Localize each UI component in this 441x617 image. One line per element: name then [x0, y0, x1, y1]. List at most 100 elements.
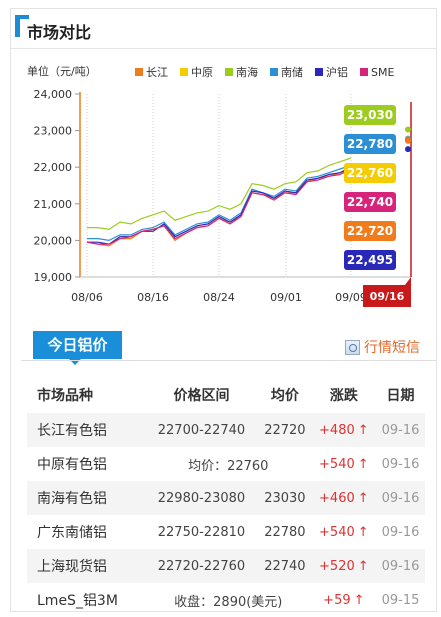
price-date: 09-16	[381, 524, 420, 540]
current-date-label: 09/16	[370, 290, 405, 303]
market-name[interactable]: 南海有色铝	[27, 481, 145, 515]
y-tick-label: 24,000	[34, 88, 73, 101]
value-callout-label: 23,030	[347, 108, 393, 122]
table-header-row: 市场品种 价格区间 均价 涨跌 日期	[27, 377, 425, 413]
series-line-南海	[87, 157, 352, 231]
price-change: +540 ↑	[312, 515, 376, 549]
change-value: +480	[319, 422, 355, 438]
legend-label: 中原	[191, 66, 213, 79]
series-line-南储	[87, 164, 352, 242]
col-market: 市场品种	[37, 388, 93, 404]
change-value: +540	[319, 524, 355, 540]
price-range: 22720-22760	[144, 549, 259, 583]
legend-label: SME	[371, 66, 394, 79]
up-arrow-icon: ↑	[357, 524, 369, 540]
value-callout-label: 22,780	[347, 137, 393, 151]
unit-label: 单位（元/吨）	[27, 64, 97, 78]
table-row[interactable]: 广东南储铝 22750-22810 22780 +540 ↑ 09-16	[27, 515, 425, 549]
value-callout	[344, 221, 396, 241]
table-row[interactable]: LmeS_铝3M 收盘：2890(美元) +59 ↑ 09-15	[27, 583, 425, 617]
legend-label: 沪铝	[326, 65, 348, 79]
price-change: +460 ↑	[311, 481, 376, 515]
y-tick-label: 22,000	[34, 161, 73, 174]
y-tick-label: 20,000	[34, 234, 73, 247]
panel-title: 市场对比	[27, 23, 92, 42]
price-table: 市场品种 价格区间 均价 涨跌 日期 长江有色铝 22700-22740 227…	[27, 377, 425, 617]
price-range: 22750-22810	[157, 524, 246, 540]
price-change: +59 ↑	[312, 583, 376, 617]
col-change: 涨跌	[329, 388, 358, 404]
y-tick-label: 23,000	[34, 125, 73, 138]
value-callout-label: 22,495	[347, 253, 393, 267]
market-name[interactable]: 上海现货铝	[27, 549, 145, 583]
change-value: +540	[319, 456, 355, 472]
price-date: 09-16	[376, 413, 425, 447]
tab-today-aluminum-price[interactable]: 今日铝价	[33, 331, 122, 359]
value-callout	[344, 163, 396, 183]
y-tick-label: 21,000	[34, 198, 73, 211]
change-value: +520	[319, 558, 355, 574]
legend-swatch	[180, 68, 188, 76]
panel-header: 市场对比	[11, 9, 436, 49]
legend-swatch	[135, 68, 143, 76]
x-tick-label: 08/16	[137, 291, 169, 304]
value-callout	[344, 192, 396, 212]
x-tick-label: 09/09	[335, 291, 367, 304]
current-date-badge	[363, 285, 411, 307]
sms-news-link[interactable]: 行情短信	[345, 337, 420, 357]
up-arrow-icon: ↑	[357, 490, 369, 506]
legend-label: 南海	[236, 65, 258, 79]
header-accent	[15, 15, 20, 37]
up-arrow-icon: ↑	[357, 456, 369, 472]
price-range: 22980-23080	[144, 481, 259, 515]
avg-price: 22740	[258, 549, 312, 583]
value-callout	[344, 134, 396, 154]
col-avg: 均价	[270, 388, 299, 404]
change-value: +460	[319, 490, 355, 506]
up-arrow-icon: ↑	[357, 422, 369, 438]
value-callout-label: 22,760	[347, 166, 393, 180]
market-compare-panel: 市场对比 单位（元/吨） 长江 中原 南海 南储 沪铝 SME 24,000 23,000 22,…	[10, 8, 437, 612]
legend-label: 长江	[146, 66, 168, 79]
avg-price: 22720	[258, 413, 312, 447]
col-date: 日期	[386, 388, 415, 404]
x-tick-label: 08/06	[71, 291, 103, 304]
series-line-SME	[86, 168, 352, 245]
market-name[interactable]: 长江有色铝	[27, 413, 145, 447]
table-row[interactable]: 南海有色铝 22980-23080 23030 +460 ↑ 09-16	[27, 481, 425, 515]
table-row[interactable]: 长江有色铝 22700-22740 22720 +480 ↑ 09-16	[27, 413, 425, 447]
price-date: 09-15	[381, 592, 420, 608]
market-name[interactable]: 广东南储铝	[37, 525, 107, 541]
market-name[interactable]: 中原有色铝	[37, 457, 107, 473]
avg-price: 23030	[258, 481, 312, 515]
up-arrow-icon: ↑	[353, 592, 365, 608]
price-change: +540 ↑	[312, 447, 376, 481]
tab-divider	[21, 360, 436, 361]
table-row[interactable]: 中原有色铝 均价：22760 +540 ↑ 09-16	[27, 447, 425, 481]
endpoint-dot	[405, 137, 411, 144]
close-price-merged: 收盘：2890(美元)	[174, 594, 283, 610]
table-row[interactable]: 上海现货铝 22720-22760 22740 +520 ↑ 09-16	[27, 549, 425, 583]
legend-swatch	[360, 68, 368, 76]
x-tick-label: 09/01	[270, 291, 302, 304]
header-accent-top	[15, 15, 29, 19]
price-range: 22700-22740	[144, 413, 259, 447]
current-date-badge-pointer	[405, 277, 411, 285]
change-value: +59	[323, 592, 351, 608]
endpoint-dot	[405, 146, 411, 153]
price-date: 09-16	[376, 481, 425, 515]
price-date: 09-16	[376, 549, 425, 583]
x-tick-label: 08/24	[203, 291, 235, 304]
y-tick-label: 19,000	[34, 271, 73, 284]
magnifier-icon	[345, 339, 360, 355]
price-change: +480 ↑	[311, 413, 376, 447]
legend-swatch	[315, 68, 323, 76]
market-name[interactable]: LmeS_铝3M	[37, 593, 118, 609]
up-arrow-icon: ↑	[357, 558, 369, 574]
value-callout-label: 22,740	[347, 195, 393, 209]
price-chart: 单位（元/吨） 长江 中原 南海 南储 沪铝 SME 24,000 23,000 22,000 21…	[11, 59, 436, 319]
sms-news-label: 行情短信	[364, 340, 420, 356]
legend-swatch	[270, 68, 278, 76]
value-callout	[344, 250, 396, 270]
tab-pointer	[69, 359, 81, 365]
